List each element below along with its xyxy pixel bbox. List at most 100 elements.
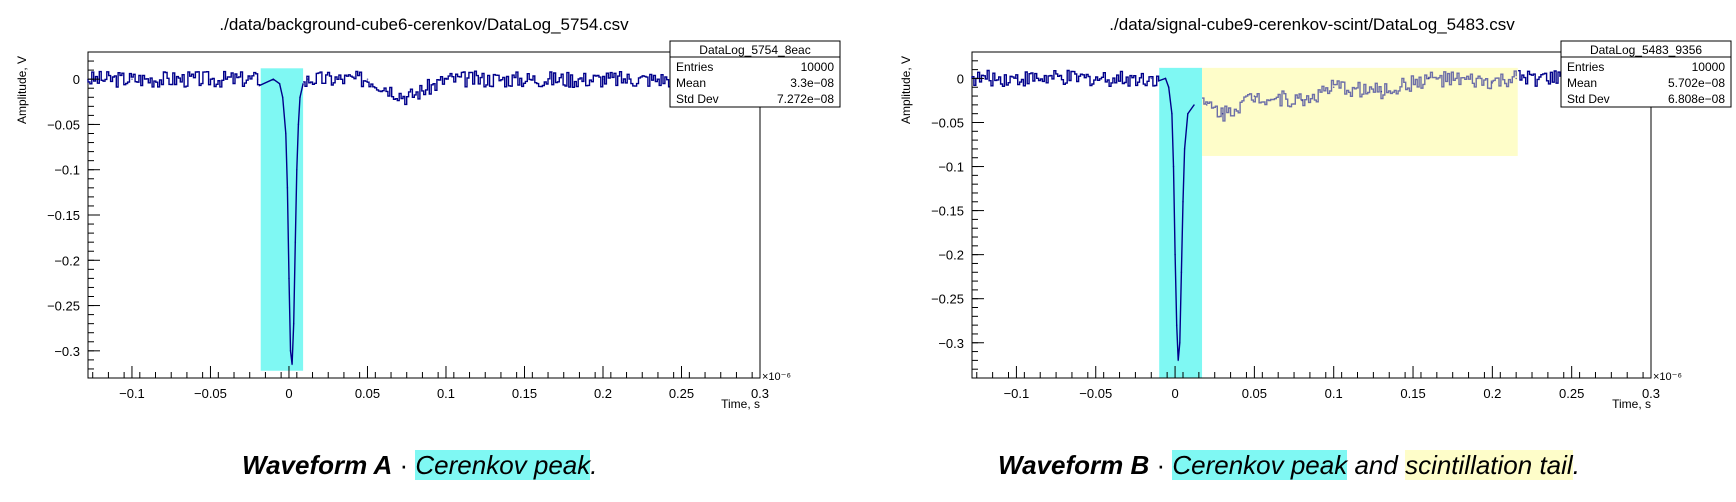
caption-mid: and bbox=[1347, 450, 1406, 480]
stats-row-label: Mean bbox=[676, 76, 706, 90]
y-axis-label: Amplitude, V bbox=[15, 56, 29, 124]
data-point bbox=[1515, 77, 1517, 80]
x-axis-label: Time, s bbox=[721, 397, 760, 411]
y-tick-label: −0.1 bbox=[938, 160, 964, 175]
caption-end: . bbox=[590, 450, 598, 480]
x-tick-label: 0.2 bbox=[594, 386, 612, 401]
data-point bbox=[294, 241, 297, 243]
chart-title: ./data/signal-cube9-cerenkov-scint/DataL… bbox=[1109, 15, 1515, 34]
data-point bbox=[296, 168, 298, 171]
data-point bbox=[1187, 112, 1189, 115]
waveform-baseline-line bbox=[303, 70, 674, 106]
stats-row-value: 10000 bbox=[801, 60, 835, 74]
data-point bbox=[292, 322, 295, 325]
x-tick-label: 0.25 bbox=[1559, 386, 1584, 401]
data-point bbox=[291, 363, 293, 366]
caption-waveform-b: Waveform B · Cerenkov peak and scintilla… bbox=[998, 450, 1580, 481]
y-tick-label: −0.2 bbox=[938, 248, 964, 263]
y-tick-label: −0.2 bbox=[54, 253, 80, 268]
x-tick-label: 0.1 bbox=[1325, 386, 1343, 401]
data-point bbox=[1015, 77, 1018, 80]
caption-highlight-cerenkov: Cerenkov peak bbox=[415, 450, 591, 480]
y-tick-label: −0.3 bbox=[938, 336, 964, 351]
stats-box-name: DataLog_5483_9356 bbox=[1590, 43, 1702, 57]
data-point bbox=[297, 123, 300, 126]
data-point bbox=[1167, 86, 1170, 88]
stats-box: DataLog_5483_9356 Entries 10000 Mean 5.702e−… bbox=[1560, 40, 1732, 108]
waveform-a-chart: ./data/background-cube6-cerenkov/DataLog… bbox=[15, 15, 841, 411]
caption-separator: · bbox=[392, 450, 416, 480]
stats-box-frame bbox=[1560, 40, 1732, 108]
stats-row-value: 3.3e−08 bbox=[790, 76, 834, 90]
data-point bbox=[299, 96, 301, 99]
x-tick-label: 0.15 bbox=[1400, 386, 1425, 401]
y-tick-label: −0.25 bbox=[931, 292, 964, 307]
data-point bbox=[1183, 148, 1186, 150]
stats-row-label: Std Dev bbox=[1567, 92, 1610, 106]
plot-frame bbox=[971, 51, 1652, 379]
data-point bbox=[288, 277, 290, 280]
y-tick-label: −0.25 bbox=[47, 299, 80, 314]
data-point bbox=[286, 187, 289, 189]
stats-row-value: 7.272e−08 bbox=[777, 92, 834, 106]
y-tick-label: −0.05 bbox=[47, 117, 80, 132]
scintillation-tail-highlight bbox=[1202, 67, 1518, 156]
cerenkov-peak-highlight bbox=[260, 68, 304, 371]
data-point bbox=[1193, 104, 1195, 106]
data-point bbox=[1221, 112, 1224, 115]
data-point bbox=[1253, 95, 1256, 97]
x-tick-label: 0 bbox=[1171, 386, 1178, 401]
waveform-tail-line bbox=[1202, 70, 1517, 122]
x-tick-label: −0.1 bbox=[1004, 386, 1030, 401]
caption-lead: Waveform A bbox=[242, 450, 393, 480]
x-tick-label: 0.3 bbox=[751, 386, 769, 401]
x-tick-label: 0.1 bbox=[437, 386, 455, 401]
x-axis-label: Time, s bbox=[1612, 397, 1651, 411]
x-tick-label: 0 bbox=[285, 386, 292, 401]
y-tick-label: −0.05 bbox=[931, 115, 964, 130]
stats-row-label: Entries bbox=[1567, 60, 1604, 74]
x-tick-label: 0.2 bbox=[1483, 386, 1501, 401]
x-tick-label: −0.1 bbox=[119, 386, 145, 401]
stats-row-value: 6.808e−08 bbox=[1668, 92, 1725, 106]
x-scale-exponent: ×10⁻⁶ bbox=[1653, 371, 1682, 383]
stats-row-label: Entries bbox=[676, 60, 713, 74]
data-point bbox=[1174, 253, 1176, 256]
data-point bbox=[1180, 271, 1183, 274]
data-point bbox=[1150, 77, 1153, 80]
y-tick-label: −0.15 bbox=[931, 204, 964, 219]
stats-row-value: 10000 bbox=[1692, 60, 1726, 74]
stats-box-name: DataLog_5754_8eac bbox=[699, 43, 810, 57]
x-tick-label: 0.3 bbox=[1642, 386, 1660, 401]
caption-end: . bbox=[1572, 450, 1580, 480]
data-point bbox=[366, 78, 369, 80]
data-point bbox=[209, 78, 212, 80]
stats-box-frame bbox=[669, 40, 841, 108]
stats-row-value: 5.702e−08 bbox=[1668, 76, 1725, 90]
data-point bbox=[1428, 77, 1430, 80]
data-point bbox=[131, 78, 133, 80]
data-point bbox=[272, 78, 275, 80]
caption-highlight-cerenkov: Cerenkov peak bbox=[1172, 450, 1348, 480]
x-tick-label: 0.25 bbox=[669, 386, 694, 401]
data-point bbox=[405, 96, 408, 99]
stats-box: DataLog_5754_8eac Entries 10000 Mean 3.3e−08… bbox=[669, 40, 841, 108]
data-point bbox=[1332, 86, 1335, 88]
waveform-peak-line bbox=[87, 70, 304, 365]
data-point bbox=[1206, 104, 1208, 106]
data-point bbox=[445, 78, 447, 80]
data-point bbox=[1301, 99, 1303, 102]
caption-lead: Waveform B bbox=[998, 450, 1150, 480]
stats-row-label: Std Dev bbox=[676, 92, 719, 106]
caption-separator: · bbox=[1149, 450, 1173, 480]
x-tick-label: 0.05 bbox=[355, 386, 380, 401]
x-tick-label: 0.15 bbox=[512, 386, 537, 401]
data-point bbox=[256, 78, 259, 80]
y-tick-label: 0 bbox=[73, 72, 80, 87]
data-point bbox=[289, 350, 292, 352]
y-tick-label: −0.15 bbox=[47, 208, 80, 223]
chart-title: ./data/background-cube6-cerenkov/DataLog… bbox=[219, 15, 629, 34]
waveform-baseline-line bbox=[1518, 70, 1563, 87]
plot-frame bbox=[87, 51, 761, 379]
data-point bbox=[1172, 165, 1175, 168]
